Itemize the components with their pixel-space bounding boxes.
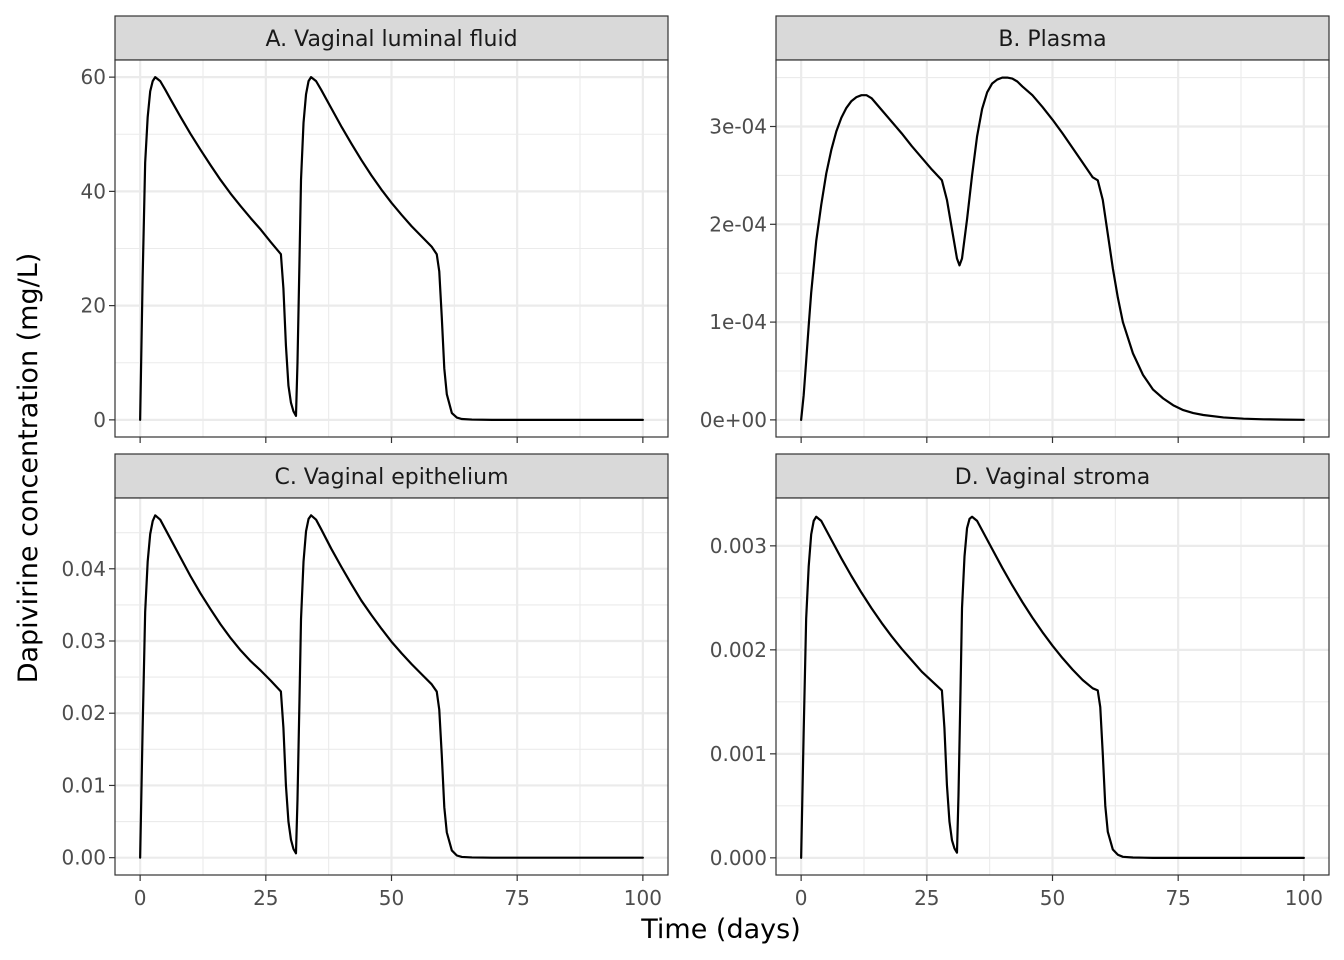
y-tick-label: 0.001 bbox=[710, 742, 767, 766]
y-tick-label: 0.000 bbox=[710, 846, 767, 870]
facet-title: B. Plasma bbox=[998, 27, 1106, 52]
facet-strip bbox=[775, 15, 1330, 61]
y-tick-label: 0.03 bbox=[61, 629, 106, 653]
x-tick-label: 100 bbox=[624, 886, 662, 910]
y-tick-label: 0e+00 bbox=[700, 408, 767, 432]
facet-strip bbox=[114, 15, 669, 61]
facet-title: C. Vaginal epithelium bbox=[274, 465, 508, 490]
series-line bbox=[139, 514, 644, 859]
y-tick-label: 2e-04 bbox=[709, 212, 767, 236]
x-tick-label: 50 bbox=[379, 886, 404, 910]
y-tick-label: 0.02 bbox=[61, 701, 106, 725]
x-tick-label: 75 bbox=[504, 886, 529, 910]
panel-3: C. Vaginal epithelium 0.00 0.01 0.02 0.03 0.0… bbox=[61, 453, 669, 910]
panel-1: A. Vaginal luminal fluid 0 20 40 60 bbox=[81, 15, 669, 443]
x-tick-label: 75 bbox=[1165, 886, 1190, 910]
y-tick-label: 3e-04 bbox=[709, 115, 767, 139]
y-tick-label: 0 bbox=[93, 408, 106, 432]
y-tick-label: 0.01 bbox=[61, 773, 106, 797]
y-tick-label: 1e-04 bbox=[709, 310, 767, 334]
y-tick-label: 20 bbox=[81, 294, 106, 318]
chart-panels: A. Vaginal luminal fluid 0 20 40 60 B. Plasma… bbox=[61, 15, 1330, 910]
series-line bbox=[800, 76, 1305, 421]
panel-4: D. Vaginal stroma 0.000 0.001 0.002 0.003 0 25… bbox=[710, 453, 1330, 910]
y-tick-label: 0.002 bbox=[710, 638, 767, 662]
facet-strip bbox=[114, 453, 669, 499]
x-tick-label: 25 bbox=[253, 886, 278, 910]
y-tick-label: 60 bbox=[81, 65, 106, 89]
y-tick-label: 40 bbox=[81, 179, 106, 203]
x-axis-title: Time (days) bbox=[640, 914, 800, 945]
y-axis-title: Dapivirine concentration (mg/L) bbox=[13, 253, 44, 684]
x-tick-label: 25 bbox=[914, 886, 939, 910]
x-tick-label: 50 bbox=[1040, 886, 1065, 910]
y-tick-label: 0.04 bbox=[61, 557, 106, 581]
x-tick-label: 0 bbox=[795, 886, 808, 910]
facet-title: D. Vaginal stroma bbox=[955, 465, 1150, 490]
y-tick-label: 0.003 bbox=[710, 534, 767, 558]
y-tick-label: 0.00 bbox=[61, 846, 106, 870]
panel-2: B. Plasma 0e+00 1e-04 2e-04 3e-04 bbox=[700, 15, 1330, 443]
series-line bbox=[800, 515, 1305, 859]
facet-strip bbox=[775, 453, 1330, 499]
x-tick-label: 100 bbox=[1285, 886, 1323, 910]
facet-title: A. Vaginal luminal fluid bbox=[265, 27, 517, 52]
series-line bbox=[139, 76, 644, 421]
x-tick-label: 0 bbox=[134, 886, 147, 910]
